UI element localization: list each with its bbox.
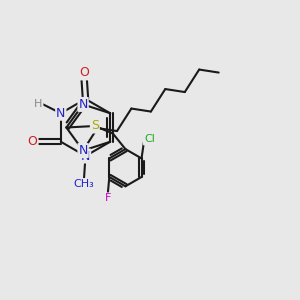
Text: S: S — [91, 119, 99, 133]
Text: Cl: Cl — [144, 134, 155, 145]
Text: H: H — [34, 99, 43, 109]
Text: O: O — [28, 135, 38, 148]
Text: N: N — [56, 107, 65, 120]
Text: N: N — [78, 144, 88, 157]
Text: N: N — [81, 149, 90, 163]
Text: N: N — [78, 98, 88, 111]
Text: F: F — [105, 193, 111, 203]
Text: O: O — [79, 66, 89, 80]
Text: CH₃: CH₃ — [74, 179, 94, 189]
